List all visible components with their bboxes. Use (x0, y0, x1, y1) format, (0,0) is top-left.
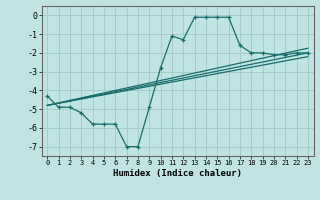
X-axis label: Humidex (Indice chaleur): Humidex (Indice chaleur) (113, 169, 242, 178)
